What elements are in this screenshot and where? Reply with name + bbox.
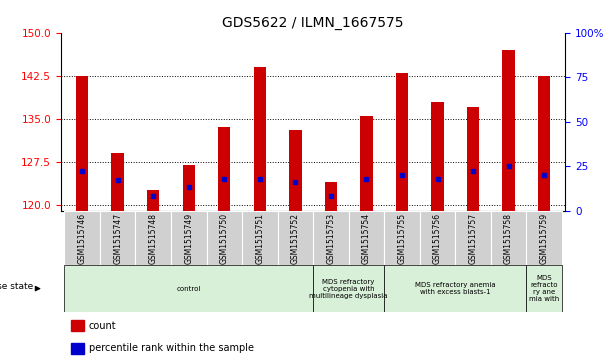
Text: GSM1515746: GSM1515746 <box>78 213 86 264</box>
Bar <box>64 211 100 265</box>
Bar <box>313 265 384 312</box>
Bar <box>431 102 444 211</box>
Bar <box>527 265 562 312</box>
Text: percentile rank within the sample: percentile rank within the sample <box>89 343 254 353</box>
Bar <box>171 211 207 265</box>
Text: GSM1515756: GSM1515756 <box>433 213 442 264</box>
Bar <box>242 211 278 265</box>
Text: MDS refractory anemia
with excess blasts-1: MDS refractory anemia with excess blasts… <box>415 282 496 295</box>
Text: GSM1515748: GSM1515748 <box>149 213 157 264</box>
Bar <box>348 211 384 265</box>
Bar <box>491 211 527 265</box>
Text: GSM1515755: GSM1515755 <box>398 213 407 264</box>
Text: GSM1515750: GSM1515750 <box>219 213 229 264</box>
Bar <box>289 130 302 211</box>
Bar <box>147 191 159 211</box>
Text: GSM1515759: GSM1515759 <box>540 213 548 264</box>
Bar <box>396 73 408 211</box>
Text: count: count <box>89 321 116 331</box>
Text: GSM1515749: GSM1515749 <box>184 213 193 264</box>
Bar <box>455 211 491 265</box>
Bar <box>502 50 515 211</box>
Bar <box>360 116 373 211</box>
Text: GSM1515751: GSM1515751 <box>255 213 264 264</box>
Bar <box>325 182 337 211</box>
Bar <box>207 211 242 265</box>
Bar <box>278 211 313 265</box>
Text: GSM1515757: GSM1515757 <box>469 213 477 264</box>
Bar <box>71 320 83 331</box>
Bar <box>527 211 562 265</box>
Bar <box>313 211 348 265</box>
Text: disease state: disease state <box>0 282 33 291</box>
Bar <box>538 76 550 211</box>
Bar <box>384 211 420 265</box>
Text: GSM1515753: GSM1515753 <box>326 213 336 264</box>
Text: GSM1515758: GSM1515758 <box>504 213 513 264</box>
Bar <box>182 165 195 211</box>
Bar <box>467 107 479 211</box>
Bar <box>384 265 527 312</box>
Bar <box>254 67 266 211</box>
Bar <box>218 127 230 211</box>
Bar <box>76 76 88 211</box>
Bar <box>64 265 313 312</box>
Text: control: control <box>176 286 201 291</box>
Text: MDS
refracto
ry ane
mia with: MDS refracto ry ane mia with <box>529 275 559 302</box>
Bar <box>100 211 136 265</box>
Text: GSM1515747: GSM1515747 <box>113 213 122 264</box>
Title: GDS5622 / ILMN_1667575: GDS5622 / ILMN_1667575 <box>223 16 404 30</box>
Bar <box>136 211 171 265</box>
Text: GSM1515754: GSM1515754 <box>362 213 371 264</box>
Bar <box>420 211 455 265</box>
Text: GSM1515752: GSM1515752 <box>291 213 300 264</box>
Text: MDS refractory
cytopenia with
multilineage dysplasia: MDS refractory cytopenia with multilinea… <box>309 278 388 299</box>
Bar <box>71 343 83 354</box>
Bar <box>111 153 124 211</box>
